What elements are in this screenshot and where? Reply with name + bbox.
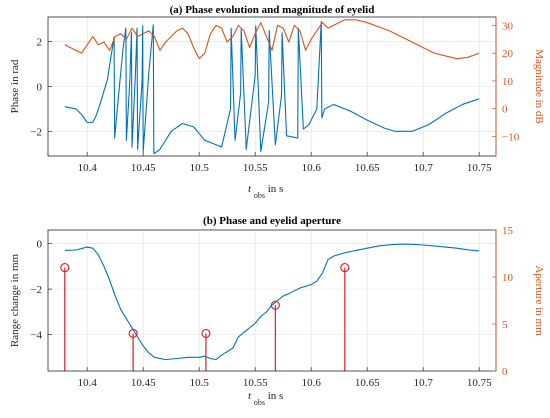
- stem-marker: [60, 263, 70, 273]
- chart-title-a: (a) Phase evolution and magnitude of eye…: [170, 4, 375, 16]
- x-tick-label: 10.75: [467, 162, 492, 174]
- y-axis-label-left-b: Range change in mm: [9, 253, 21, 347]
- x-tick-label: 10.65: [355, 162, 380, 174]
- x-tick-label: 10.7: [414, 162, 434, 174]
- y-tick-label-right: 30: [502, 20, 514, 32]
- x-tick-label: 10.6: [302, 377, 322, 389]
- x-tick-label: 10.45: [131, 162, 156, 174]
- x-tick-label: 10.4: [78, 162, 98, 174]
- series-a: [64, 19, 480, 155]
- y-tick-label-left: −2: [30, 126, 42, 138]
- series-line-left: [64, 243, 480, 361]
- y-axis-label-right-a: Magnitude in dB: [533, 49, 545, 124]
- y-tick-label-left: −2: [30, 284, 42, 296]
- x-tick-label: 10.5: [190, 377, 210, 389]
- panel-a: (a) Phase evolution and magnitude of eye…: [9, 4, 545, 201]
- y-tick-label-right: 10: [502, 272, 514, 284]
- x-axis-label-sub-b: obs: [254, 398, 265, 407]
- y-tick-label-right: 0: [502, 104, 508, 116]
- x-tick-label: 10.55: [243, 377, 268, 389]
- x-axis-label-unit-b: in s: [268, 390, 284, 402]
- y-tick-label-right: 0: [502, 366, 508, 378]
- x-tick-label: 10.45: [131, 377, 156, 389]
- chart-title-b: (b) Phase and eyelid aperture: [203, 215, 341, 227]
- x-axis-label-unit-a: in s: [268, 183, 284, 195]
- stem-marker: [128, 328, 138, 338]
- y-tick-label-right: 20: [502, 48, 514, 60]
- y-tick-label-left: 2: [37, 37, 43, 49]
- x-tick-label: 10.7: [414, 377, 434, 389]
- x-tick-label: 10.65: [355, 377, 380, 389]
- x-axis-label-a: t obs in s: [248, 183, 283, 201]
- y-tick-label-right: 15: [502, 225, 514, 237]
- series-line-left: [64, 20, 480, 155]
- y-tick-label-left: 0: [37, 82, 43, 94]
- y-tick-label-right: 10: [502, 76, 514, 88]
- y-tick-label-left: −4: [30, 330, 42, 342]
- y-axis-label-left-a: Phase in rad: [9, 59, 21, 113]
- x-tick-label: 10.4: [78, 377, 98, 389]
- stem-marker: [270, 300, 280, 310]
- grid-a: [48, 17, 496, 156]
- x-tick-label: 10.55: [243, 162, 268, 174]
- y-axis-label-right-b: Aperture in mm: [533, 265, 545, 336]
- x-axis-label-b: t obs in s: [248, 390, 283, 408]
- series-b: [60, 243, 480, 371]
- x-axis-label-sub-a: obs: [254, 191, 265, 200]
- y-tick-label-right: −10: [502, 132, 520, 144]
- series-line-right: [64, 19, 480, 60]
- x-tick-label: 10.6: [302, 162, 322, 174]
- plot-box-b: [47, 229, 497, 372]
- x-axis-label-main-b: t: [248, 390, 252, 402]
- ticks-b: 10.4 10.45 10.5 10.55 10.6 10.65 10.7 10.75 −4 −2…: [30, 225, 513, 389]
- y-tick-label-left: 0: [37, 239, 43, 251]
- y-tick-label-right: 5: [502, 319, 508, 331]
- x-tick-label: 10.75: [467, 377, 492, 389]
- stem-marker: [340, 263, 350, 273]
- panel-b: (b) Phase and eyelid aperture 10.4 10.45 1…: [9, 215, 545, 408]
- x-tick-label: 10.5: [190, 162, 210, 174]
- stem-marker: [201, 328, 211, 338]
- ticks-a: 10.4 10.45 10.5 10.55 10.6 10.65 10.7 10.75 −2 0 2…: [30, 17, 520, 174]
- grid-b: [48, 230, 496, 371]
- x-axis-label-main-a: t: [248, 183, 252, 195]
